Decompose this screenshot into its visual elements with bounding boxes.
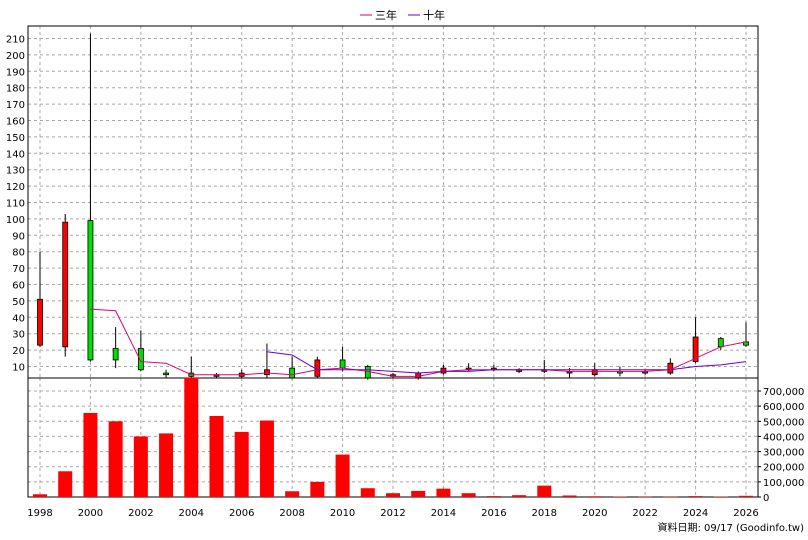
candle-body (137, 348, 144, 371)
volume-tick-label: 0 (763, 493, 769, 504)
footer-source: 資料日期: 09/17 (Goodinfo.tw) (657, 521, 804, 534)
year-tick-label: 2000 (78, 508, 103, 519)
volume-bar (386, 493, 400, 497)
candle-body (163, 372, 169, 376)
price-tick-label: 140 (6, 149, 25, 160)
price-tick-label: 90 (12, 231, 25, 242)
candle-body (264, 369, 270, 376)
volume-bar (512, 495, 527, 497)
volume-bar (663, 496, 678, 498)
price-tick-label: 210 (6, 35, 25, 46)
price-tick-label: 10 (12, 363, 25, 374)
price-tick-label: 180 (6, 84, 25, 95)
year-tick-label: 2016 (481, 508, 506, 519)
year-tick-label: 2020 (582, 508, 607, 519)
price-tick-label: 40 (12, 313, 25, 324)
candle-body (62, 221, 69, 348)
price-tick-label: 80 (12, 248, 25, 259)
legend-label-10yr: 十年 (423, 8, 445, 22)
year-tick-label: 2004 (179, 508, 204, 519)
price-tick-label: 120 (6, 182, 25, 193)
volume-bar (184, 377, 199, 497)
volume-bar (108, 421, 123, 497)
volume-bar (587, 496, 602, 497)
ma-10yr-line (266, 351, 747, 374)
volume-bar (285, 491, 300, 497)
volume-bar (688, 496, 703, 497)
year-tick-label: 2010 (330, 508, 355, 519)
year-tick-label: 1998 (27, 508, 52, 519)
price-tick-label: 150 (6, 133, 25, 144)
year-tick-label: 2018 (532, 508, 557, 519)
volume-bar (159, 433, 174, 497)
candle-body (591, 369, 598, 376)
volume-tick-label: 600,000 (763, 402, 804, 413)
price-tick-label: 130 (6, 166, 25, 177)
candle-body (692, 336, 699, 362)
candle-body (440, 367, 447, 374)
volume-bar (411, 490, 426, 497)
price-tick-label: 50 (12, 297, 25, 308)
price-tick-label: 100 (6, 215, 25, 226)
volume-bar (739, 495, 753, 497)
year-tick-label: 2006 (229, 508, 254, 519)
volume-bar (33, 494, 47, 497)
price-tick-label: 30 (12, 330, 25, 341)
price-tick-label: 70 (12, 264, 25, 275)
volume-tick-label: 200,000 (763, 463, 804, 474)
volume-bar (335, 454, 350, 497)
volume-bar (436, 488, 451, 497)
price-tick-label: 190 (6, 67, 25, 78)
volume-bar (461, 493, 476, 497)
volume-bar (259, 420, 274, 497)
candle-body (37, 298, 43, 346)
candle-body (87, 220, 94, 361)
year-tick-label: 2024 (683, 508, 708, 519)
candle-body (717, 338, 724, 348)
volume-bar (638, 496, 653, 498)
price-tick-label: 20 (12, 346, 25, 357)
price-tick-label: 160 (6, 117, 25, 128)
volume-tick-label: 100,000 (763, 478, 804, 489)
legend: 三年 十年 (360, 8, 445, 22)
price-tick-label: 110 (6, 199, 25, 210)
volume-bar (486, 496, 501, 497)
volume-tick-label: 300,000 (763, 448, 804, 459)
volume-bar (537, 485, 552, 497)
volume-bar (562, 495, 577, 497)
year-tick-label: 2022 (632, 508, 657, 519)
year-tick-label: 2008 (279, 508, 304, 519)
volume-bar (234, 431, 249, 497)
volume-bar (713, 496, 728, 498)
volume-bar (310, 481, 325, 497)
volume-tick-label: 500,000 (763, 417, 804, 428)
price-tick-label: 200 (6, 51, 25, 62)
candle-body (112, 348, 119, 361)
candle-body (289, 367, 296, 379)
volume-bar (209, 415, 224, 497)
year-tick-label: 2026 (733, 508, 758, 519)
price-panel: 10 20 30 40 50 60 70 80 90 100 110 120 130 140 150 160 1… (6, 25, 759, 380)
volume-tick-label: 700,000 (763, 387, 804, 398)
legend-label-3yr: 三年 (375, 8, 397, 22)
ma-3yr-line (90, 308, 747, 377)
volume-bar (133, 436, 148, 497)
volume-panel: 0 100,000 200,000 300,000 400,000 500,000 600,… (27, 377, 804, 519)
candle-body (667, 362, 674, 374)
volume-bar (83, 412, 98, 497)
candle-body (314, 359, 321, 377)
volume-bar (612, 496, 627, 498)
year-tick-label: 2012 (380, 508, 405, 519)
volume-bar (360, 488, 375, 497)
price-tick-label: 170 (6, 100, 25, 111)
year-tick-label: 2002 (128, 508, 153, 519)
candle-body (339, 359, 346, 369)
volume-tick-label: 400,000 (763, 432, 804, 443)
year-tick-label: 2014 (431, 508, 456, 519)
price-tick-label: 60 (12, 281, 25, 292)
volume-bar (58, 471, 73, 497)
